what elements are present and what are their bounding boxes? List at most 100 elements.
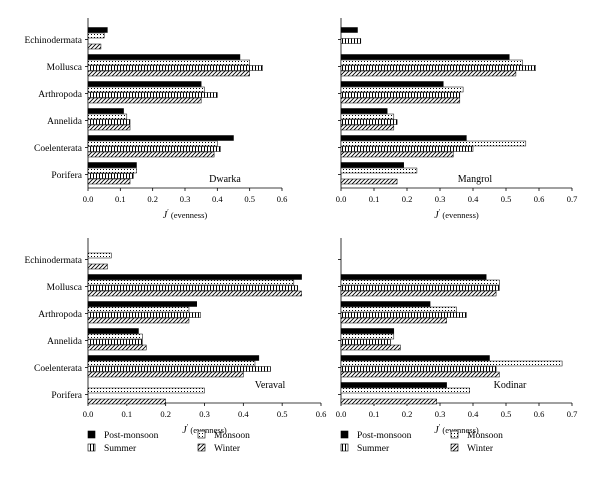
- category-label: Porifera: [51, 170, 82, 181]
- bar-arthropoda-monsoon: [340, 306, 457, 313]
- legend-swatch-summer: [340, 443, 349, 452]
- bar-arthropoda-summer: [87, 312, 201, 318]
- category-label: Echinodermata: [24, 256, 82, 266]
- x-tick-label: 0.0: [83, 194, 94, 204]
- bar-annelida-winter: [87, 344, 147, 351]
- x-tick-label: 0.3: [199, 409, 210, 419]
- x-axis-label: J′ (evenness): [434, 423, 479, 436]
- panel-label: Kodinar: [494, 380, 527, 391]
- x-axis-label-symbol: J: [182, 425, 187, 436]
- bar-annelida-monsoon: [340, 113, 395, 120]
- bar-mollusca-summer: [340, 285, 500, 291]
- legend-label: Post-monsoon: [104, 431, 159, 441]
- bar-arthropoda-winter: [340, 317, 447, 324]
- bar-annelida-summer: [340, 119, 398, 125]
- bar-arthropoda-winter: [87, 317, 190, 324]
- bar-mollusca-monsoon: [87, 279, 295, 286]
- bar-arthropoda-monsoon: [87, 86, 205, 93]
- bar-annelida-summer: [340, 339, 391, 345]
- bar-arthropoda-summer: [340, 92, 461, 98]
- x-tick-label: 0.6: [277, 194, 288, 204]
- bar-porifera-winter: [340, 398, 437, 405]
- bar-echinodermata-monsoon: [87, 252, 112, 259]
- x-tick-label: 0.0: [83, 409, 94, 419]
- x-axis-label-text: (evenness): [440, 210, 479, 220]
- legend-label: Winter: [467, 444, 494, 454]
- x-axis-label-text: (evenness): [440, 425, 479, 435]
- x-axis-label: J′ (evenness): [434, 208, 479, 221]
- category-label: Mollusca: [47, 283, 83, 293]
- x-axis-label-prime: ′: [167, 208, 169, 216]
- x-axis-label: J′ (evenness): [163, 208, 208, 221]
- panel-label: Dwarka: [209, 174, 241, 185]
- panel-label: Mangrol: [458, 174, 493, 185]
- x-axis-label-symbol: J: [434, 210, 439, 221]
- bar-coelenterata-monsoon: [87, 360, 256, 367]
- bar-coelenterata-monsoon: [340, 140, 527, 147]
- bar-arthropoda-post-monsoon: [87, 81, 202, 87]
- bar-coelenterata-monsoon: [340, 360, 563, 367]
- bar-mollusca-post-monsoon: [87, 274, 302, 280]
- bar-coelenterata-winter: [87, 151, 215, 158]
- legend-swatch-post-monsoon: [87, 430, 96, 439]
- panel-label: Veraval: [255, 380, 286, 391]
- x-tick-label: 0.2: [147, 194, 158, 204]
- x-tick-label: 0.4: [468, 194, 479, 204]
- bar-mollusca-winter: [340, 70, 517, 77]
- bar-coelenterata-winter: [340, 151, 454, 158]
- legend-swatch-winter: [197, 443, 206, 452]
- bar-porifera-post-monsoon: [340, 162, 404, 168]
- x-tick-label: 0.3: [435, 194, 446, 204]
- bar-arthropoda-monsoon: [340, 86, 464, 93]
- legend-swatch-summer: [87, 443, 96, 452]
- bar-mollusca-post-monsoon: [340, 54, 510, 60]
- legend-block-1: Post-monsoon Monsoon Summer Winter: [87, 430, 250, 454]
- bar-echinodermata-summer: [340, 38, 362, 44]
- legend-swatch-monsoon: [450, 430, 459, 439]
- bar-mollusca-summer: [87, 65, 263, 71]
- bar-annelida-summer: [87, 339, 143, 345]
- x-tick-label: 0.4: [238, 409, 249, 419]
- x-tick-label: 0.1: [369, 194, 380, 204]
- chart-panel-dwarka: 0.0 0.1 0.2 0.3 0.4 0.5 0.6 J′ (evenness) Echino…: [24, 18, 287, 221]
- bar-annelida-winter: [340, 124, 395, 131]
- bar-echinodermata-monsoon: [87, 32, 105, 39]
- x-tick-label: 0.6: [534, 409, 545, 419]
- legend-swatch-monsoon: [197, 430, 206, 439]
- bar-echinodermata-winter: [87, 43, 102, 50]
- x-tick-label: 0.5: [501, 409, 512, 419]
- x-axis-label: J′ (evenness): [182, 423, 227, 436]
- bar-mollusca-summer: [87, 285, 298, 291]
- bar-mollusca-post-monsoon: [340, 274, 487, 280]
- category-label: Coelenterata: [34, 144, 83, 154]
- bar-coelenterata-post-monsoon: [87, 355, 260, 361]
- x-tick-label: 0.5: [244, 194, 255, 204]
- legend-label: Summer: [104, 444, 137, 454]
- bar-porifera-summer: [87, 173, 134, 179]
- x-tick-label: 0.6: [316, 409, 327, 419]
- x-tick-label: 0.6: [534, 194, 545, 204]
- bar-arthropoda-post-monsoon: [340, 301, 431, 307]
- x-axis-label-text: (evenness): [169, 210, 208, 220]
- bar-coelenterata-monsoon: [87, 140, 218, 147]
- legend-label: Monsoon: [214, 431, 250, 441]
- bar-arthropoda-summer: [87, 92, 218, 98]
- bar-porifera-monsoon: [340, 387, 470, 394]
- x-axis-label-symbol: J: [434, 425, 439, 436]
- bar-mollusca-summer: [340, 65, 536, 71]
- x-axis-label-prime: ′: [439, 208, 441, 216]
- bar-porifera-monsoon: [340, 167, 418, 174]
- category-label: Arthropoda: [38, 310, 83, 320]
- bar-arthropoda-summer: [340, 312, 467, 318]
- category-label: Annelida: [47, 117, 83, 127]
- category-label: Annelida: [47, 337, 83, 347]
- x-tick-label: 0.1: [369, 409, 380, 419]
- category-label: Arthropoda: [38, 90, 83, 100]
- bar-arthropoda-winter: [340, 97, 461, 104]
- bar-annelida-monsoon: [87, 333, 143, 340]
- bar-coelenterata-summer: [87, 146, 221, 152]
- bar-annelida-winter: [87, 124, 131, 131]
- x-axis-label-text: (evenness): [188, 425, 227, 435]
